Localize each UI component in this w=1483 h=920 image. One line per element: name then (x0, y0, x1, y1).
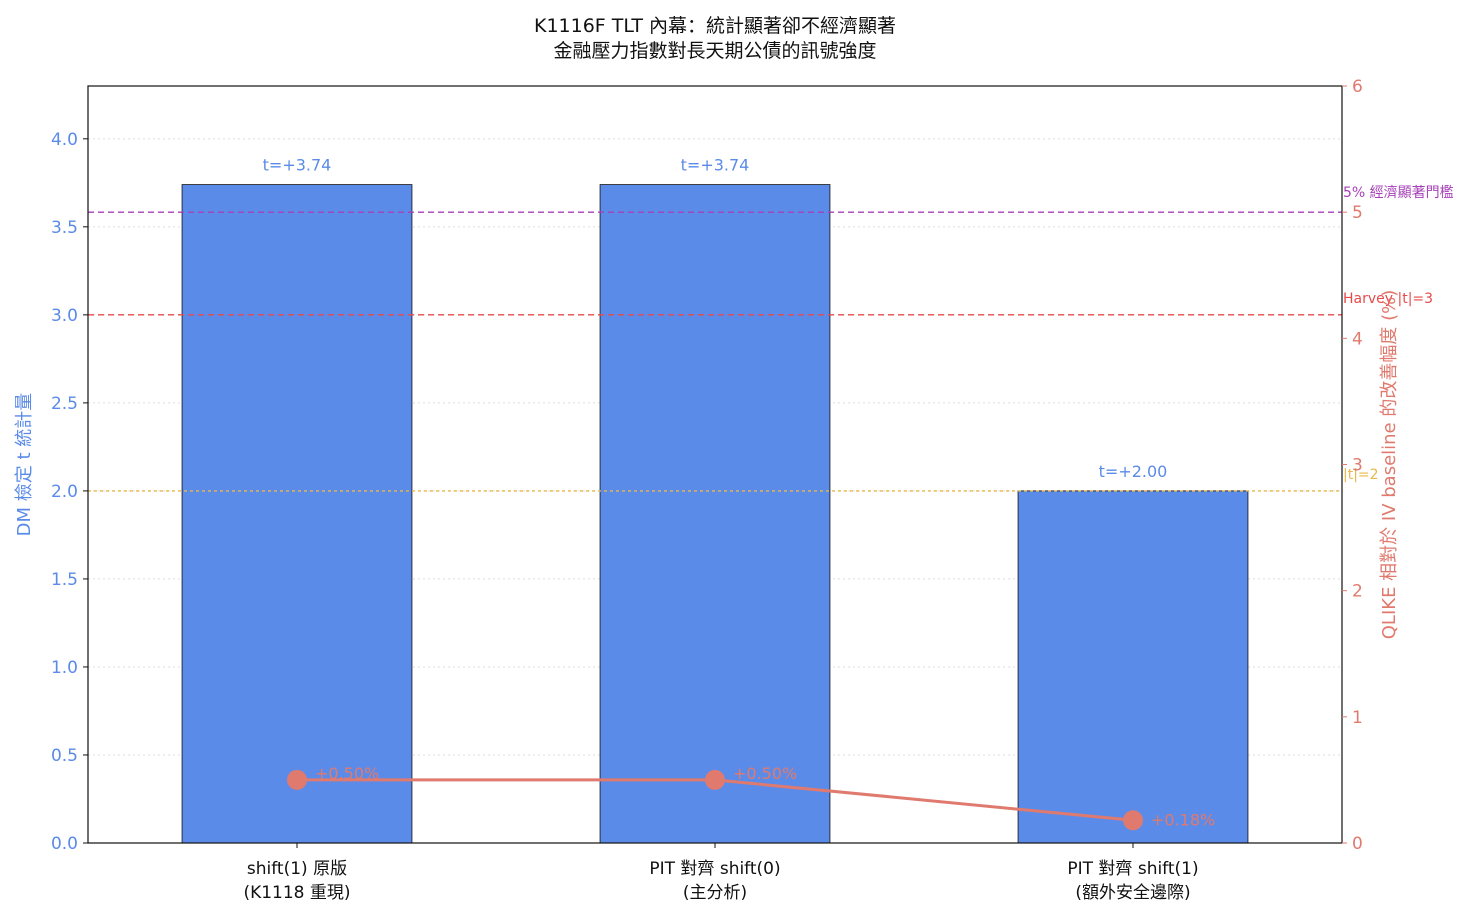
line-value-label: +0.50% (315, 764, 379, 783)
y-tick-label-right: 5 (1352, 203, 1363, 223)
y-tick-label-left: 0.0 (51, 834, 78, 854)
y-tick-label-right: 1 (1352, 708, 1363, 728)
x-tick-label: (K1118 重現) (243, 883, 350, 903)
x-tick-label: (主分析) (683, 883, 747, 903)
y-tick-label-left: 1.0 (51, 658, 78, 678)
bar (181, 184, 413, 844)
y-tick-label-left: 2.5 (51, 394, 78, 414)
reference-line-label: |t|=2 (1343, 467, 1379, 483)
reference-line-label: 5% 經濟顯著門檻 (1343, 184, 1454, 201)
x-tick-label: (額外安全邊際) (1075, 883, 1190, 903)
y-axis-label-left: DM 檢定 t 統計量 (14, 393, 35, 537)
series-point (1123, 810, 1143, 831)
chart-title-line: 金融壓力指數對長天期公債的訊號強度 (553, 40, 876, 62)
line-value-label: +0.50% (733, 764, 797, 783)
y-tick-label-left: 3.5 (51, 218, 78, 238)
y-tick-label-right: 2 (1352, 582, 1363, 602)
bar (1017, 490, 1249, 844)
chart-title-line: K1116F TLT 內幕：統計顯著卻不經濟顯著 (534, 15, 896, 37)
x-tick-label: PIT 對齊 shift(0) (649, 859, 780, 879)
x-tick-label: PIT 對齊 shift(1) (1067, 859, 1198, 879)
y-tick-label-right: 3 (1352, 456, 1363, 476)
y-tick-label-right: 6 (1352, 77, 1363, 97)
y-tick-label-left: 0.5 (51, 746, 78, 766)
y-tick-label-left: 3.0 (51, 306, 78, 326)
y-tick-label-left: 2.0 (51, 482, 78, 502)
line-value-label: +0.18% (1151, 810, 1215, 829)
y-tick-label-right: 4 (1352, 329, 1363, 349)
y-axis-label-right: QLIKE 相對於 IV baseline 的改善幅度 (%) (1379, 290, 1400, 639)
y-tick-label-left: 1.5 (51, 570, 78, 590)
bar (599, 184, 831, 844)
bar-value-label: t=+3.74 (263, 156, 332, 175)
y-tick-label-right: 0 (1352, 834, 1363, 854)
series-point (287, 769, 307, 790)
y-tick-label-left: 4.0 (51, 130, 78, 150)
bar-value-label: t=+2.00 (1099, 462, 1168, 481)
reference-line-label: Harvey |t|=3 (1343, 291, 1433, 307)
x-tick-label: shift(1) 原版 (247, 859, 347, 879)
bar-value-label: t=+3.74 (681, 156, 750, 175)
series-point (705, 769, 725, 790)
